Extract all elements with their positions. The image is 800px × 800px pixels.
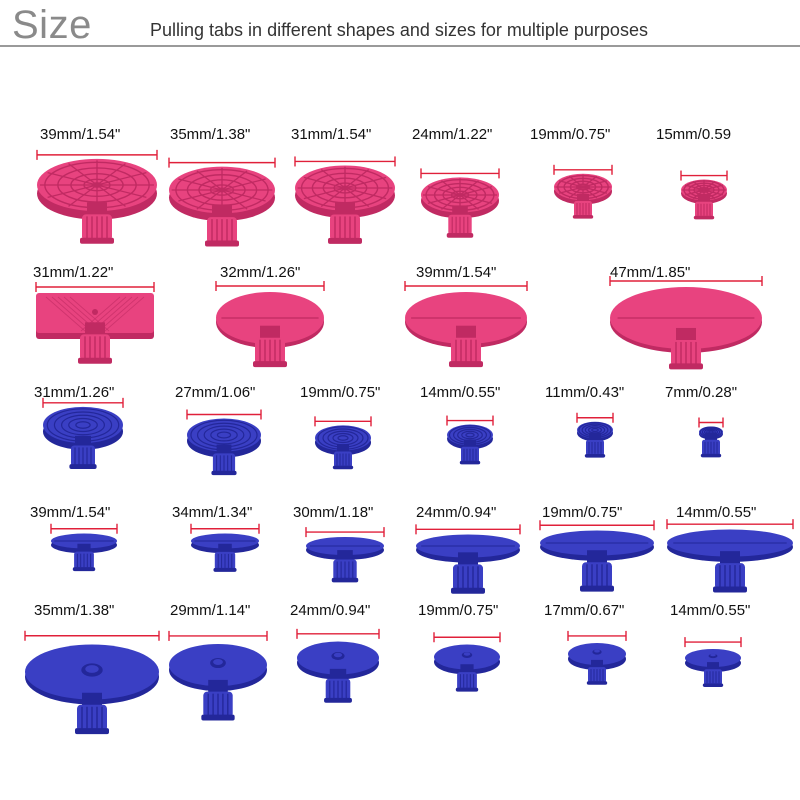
page-title: Size (12, 3, 92, 47)
dimension-line (698, 417, 724, 428)
blue-pulling-tab (306, 537, 384, 560)
dimension-line (186, 409, 262, 420)
dimension-line (215, 281, 325, 291)
blue-pulling-tab (315, 425, 371, 456)
size-label: 47mm/1.85" (610, 264, 691, 281)
size-label: 24mm/0.94" (290, 602, 371, 619)
size-label: 31mm/1.22" (33, 264, 114, 281)
size-label: 17mm/0.67" (544, 602, 625, 619)
pink-pulling-tab (169, 166, 275, 222)
size-label: 14mm/0.55" (670, 602, 751, 619)
dimension-line (42, 397, 124, 408)
dimension-line (50, 523, 118, 534)
pink-pulling-tab (216, 292, 324, 348)
size-label: 7mm/0.28" (665, 384, 738, 401)
size-label: 19mm/0.75" (530, 126, 611, 143)
pink-pulling-tab (554, 173, 612, 205)
blue-pulling-tab (416, 534, 520, 563)
dimension-line (684, 637, 742, 648)
size-label: 19mm/0.75" (300, 384, 381, 401)
dimension-line (190, 523, 260, 534)
blue-pulling-tab (169, 644, 267, 691)
size-label: 11mm/0.43" (545, 384, 625, 401)
size-label: 19mm/0.75" (542, 504, 623, 521)
dimension-line (666, 519, 794, 530)
dimension-line (296, 628, 380, 639)
dimension-line (446, 415, 494, 426)
blue-pulling-tab (25, 644, 159, 705)
dimension-line (433, 632, 501, 643)
size-label: 29mm/1.14" (170, 602, 251, 619)
size-label: 24mm/1.22" (412, 126, 493, 143)
size-label: 31mm/1.54" (291, 126, 372, 143)
header-divider (0, 45, 800, 47)
size-label: 39mm/1.54" (416, 264, 497, 281)
pink-pulling-tab (405, 292, 527, 348)
size-label: 14mm/0.55" (676, 504, 757, 521)
blue-pulling-tab (434, 644, 500, 675)
header: Size Pulling tabs in different shapes an… (0, 0, 800, 50)
blue-pulling-tab (540, 530, 654, 561)
size-label: 39mm/1.54" (40, 126, 121, 143)
dimension-line (168, 630, 268, 641)
dimension-line (420, 168, 500, 179)
size-label: 32mm/1.26" (220, 264, 301, 281)
size-label: 39mm/1.54" (30, 504, 111, 521)
size-label: 35mm/1.38" (170, 126, 251, 143)
size-label: 27mm/1.06" (175, 384, 256, 401)
dimension-line (609, 276, 763, 286)
size-label: 19mm/0.75" (418, 602, 499, 619)
dimension-line (36, 149, 158, 160)
dimension-line (305, 527, 385, 538)
blue-pulling-tab (187, 418, 261, 458)
size-label: 34mm/1.34" (172, 504, 253, 521)
size-label: 14mm/0.55" (420, 384, 501, 401)
size-label: 15mm/0.59 (656, 126, 732, 143)
size-label: 30mm/1.18" (293, 504, 374, 521)
dimension-line (294, 156, 396, 167)
pink-pulling-tab (36, 293, 154, 339)
size-label: 24mm/0.94" (416, 504, 497, 521)
dimension-line (168, 157, 276, 168)
dimension-line (553, 164, 613, 175)
blue-pulling-tab (447, 424, 493, 450)
dimension-line (567, 630, 627, 641)
dimension-line (314, 416, 372, 427)
dimension-line (415, 524, 521, 535)
size-label: 31mm/1.26" (34, 384, 115, 401)
blue-pulling-tab (297, 641, 379, 680)
dimension-line (35, 282, 155, 292)
pink-pulling-tab (295, 165, 395, 218)
dimension-line (539, 520, 655, 531)
blue-pulling-tab (568, 643, 626, 670)
dimension-line (404, 281, 528, 291)
blue-pulling-tab (667, 529, 793, 562)
dimension-line (576, 412, 614, 423)
dimension-line (24, 630, 160, 641)
dimension-line (680, 170, 728, 181)
pink-pulling-tab (610, 287, 762, 353)
blue-pulling-tab (43, 406, 123, 450)
size-label: 35mm/1.38" (34, 602, 115, 619)
page-subtitle: Pulling tabs in different shapes and siz… (150, 20, 648, 40)
